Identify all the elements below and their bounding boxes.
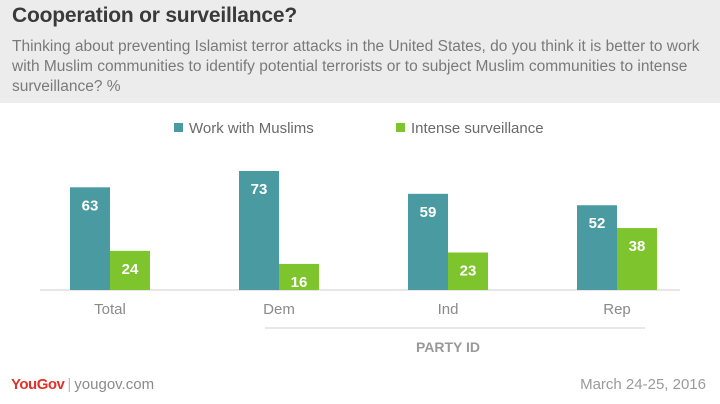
bar-intense-surveillance-rep <box>617 228 657 290</box>
data-label-intense-surveillance-total: 24 <box>122 261 139 278</box>
bar-chart: 63 24 Total 73 16 Dem 59 23 Ind 52 38 Rep PARTY ID <box>40 171 680 355</box>
header-band: Cooperation or surveillance? Thinking ab… <box>0 0 720 103</box>
legend: Work with Muslims Intense surveillance <box>0 120 720 140</box>
bar-work-with-muslims-rep <box>577 205 617 290</box>
data-label-intense-surveillance-dem: 16 <box>291 274 308 291</box>
brand-url: yougov.com <box>74 376 155 393</box>
legend-item-intense-surveillance: Intense surveillance <box>396 120 544 137</box>
legend-label-intense-surveillance: Intense surveillance <box>411 120 544 137</box>
data-label-work-with-muslims-dem: 73 <box>251 181 268 198</box>
bar-intense-surveillance-total <box>110 250 150 290</box>
data-label-intense-surveillance-ind: 23 <box>460 263 477 280</box>
chart-title: Cooperation or surveillance? <box>12 4 297 27</box>
category-label-ind: Ind <box>438 301 459 318</box>
brand-separator: | <box>67 376 72 393</box>
bar-work-with-muslims-ind <box>408 193 448 290</box>
chart-subtitle: Thinking about preventing Islamist terro… <box>12 38 700 95</box>
category-label-total: Total <box>94 301 126 318</box>
survey-date: March 24-25, 2016 <box>580 376 706 393</box>
yougov-logo: YouGov <box>11 376 65 393</box>
category-label-dem: Dem <box>263 301 295 318</box>
legend-item-work-with-muslims: Work with Muslims <box>174 120 314 137</box>
footer-brand: YouGov | yougov.com <box>11 376 154 393</box>
legend-swatch-work-with-muslims <box>174 123 183 132</box>
data-label-work-with-muslims-total: 63 <box>82 197 99 214</box>
legend-label-work-with-muslims: Work with Muslims <box>189 120 314 137</box>
data-label-work-with-muslims-ind: 59 <box>420 204 437 221</box>
group-label-party-id: PARTY ID <box>416 339 480 355</box>
bar-intense-surveillance-dem <box>279 263 319 290</box>
bar-intense-surveillance-ind <box>448 252 488 290</box>
legend-swatch-intense-surveillance <box>396 123 405 132</box>
data-label-intense-surveillance-rep: 38 <box>629 238 646 255</box>
data-label-work-with-muslims-rep: 52 <box>589 215 606 232</box>
category-label-rep: Rep <box>603 301 631 318</box>
bar-work-with-muslims-total <box>70 187 110 290</box>
bar-work-with-muslims-dem <box>239 171 279 290</box>
